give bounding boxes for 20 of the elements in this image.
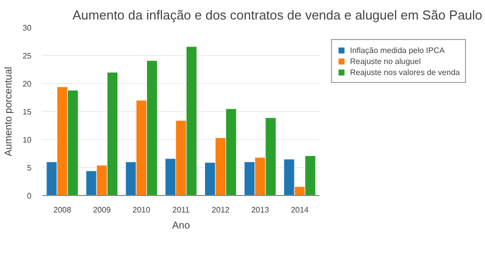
x-tick-label: 2011 xyxy=(172,206,190,214)
x-tick-label: 2010 xyxy=(132,206,151,214)
x-tick-label: 2012 xyxy=(212,206,230,214)
y-tick-label: 0 xyxy=(27,192,32,200)
x-tick-label: 2009 xyxy=(92,206,112,214)
y-tick-label: 20 xyxy=(22,80,32,88)
y-tick-label: 5 xyxy=(27,164,32,172)
x-tick-label: 2008 xyxy=(53,206,72,214)
legend-label: Reajuste nos valores de venda xyxy=(350,67,460,77)
y-tick-label: 25 xyxy=(22,52,32,60)
y-axis-title: Aumento porcentual xyxy=(4,66,15,156)
chart-title: Aumento da inflação e dos contratos de venda e aluguel em São Paulo xyxy=(72,8,482,22)
legend-label: Inflação medida pelo IPCA xyxy=(350,45,445,55)
y-tick-label: 15 xyxy=(22,108,32,116)
x-tick-label: 2013 xyxy=(251,206,270,214)
legend-label: Reajuste no aluguel xyxy=(350,56,421,66)
y-tick-label: 30 xyxy=(22,24,32,32)
x-tick-label: 2014 xyxy=(290,206,310,214)
x-axis-title: Ano xyxy=(172,220,190,232)
y-tick-label: 10 xyxy=(22,136,32,144)
